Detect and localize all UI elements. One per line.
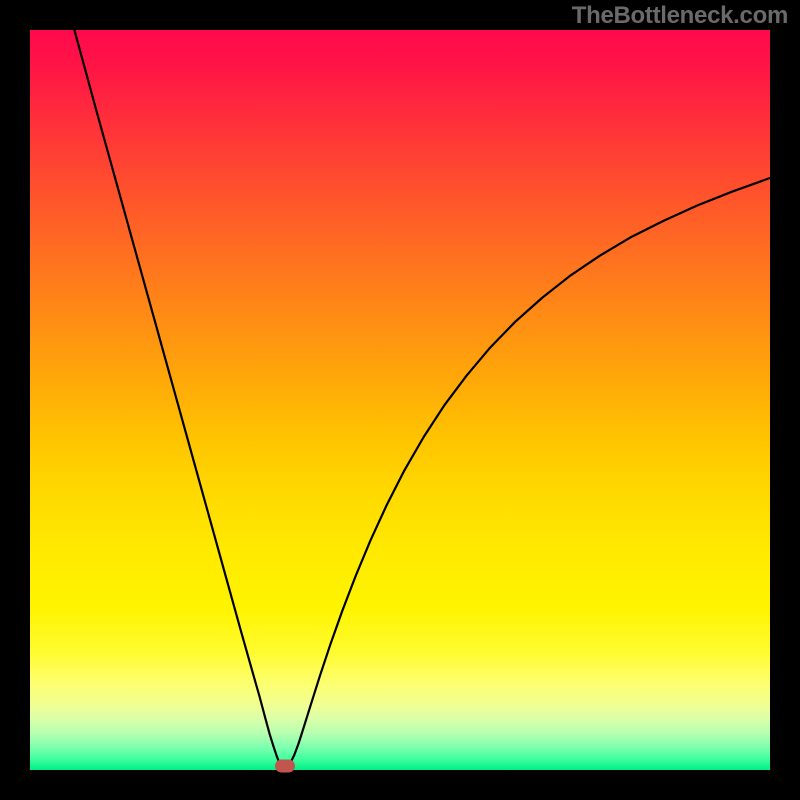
curve-layer	[30, 30, 770, 770]
chart-root: TheBottleneck.com	[0, 0, 800, 800]
curve-left	[74, 30, 282, 766]
minimum-marker	[275, 759, 295, 772]
watermark-text: TheBottleneck.com	[572, 2, 788, 30]
curve-right	[288, 178, 770, 766]
plot-area	[30, 30, 770, 770]
